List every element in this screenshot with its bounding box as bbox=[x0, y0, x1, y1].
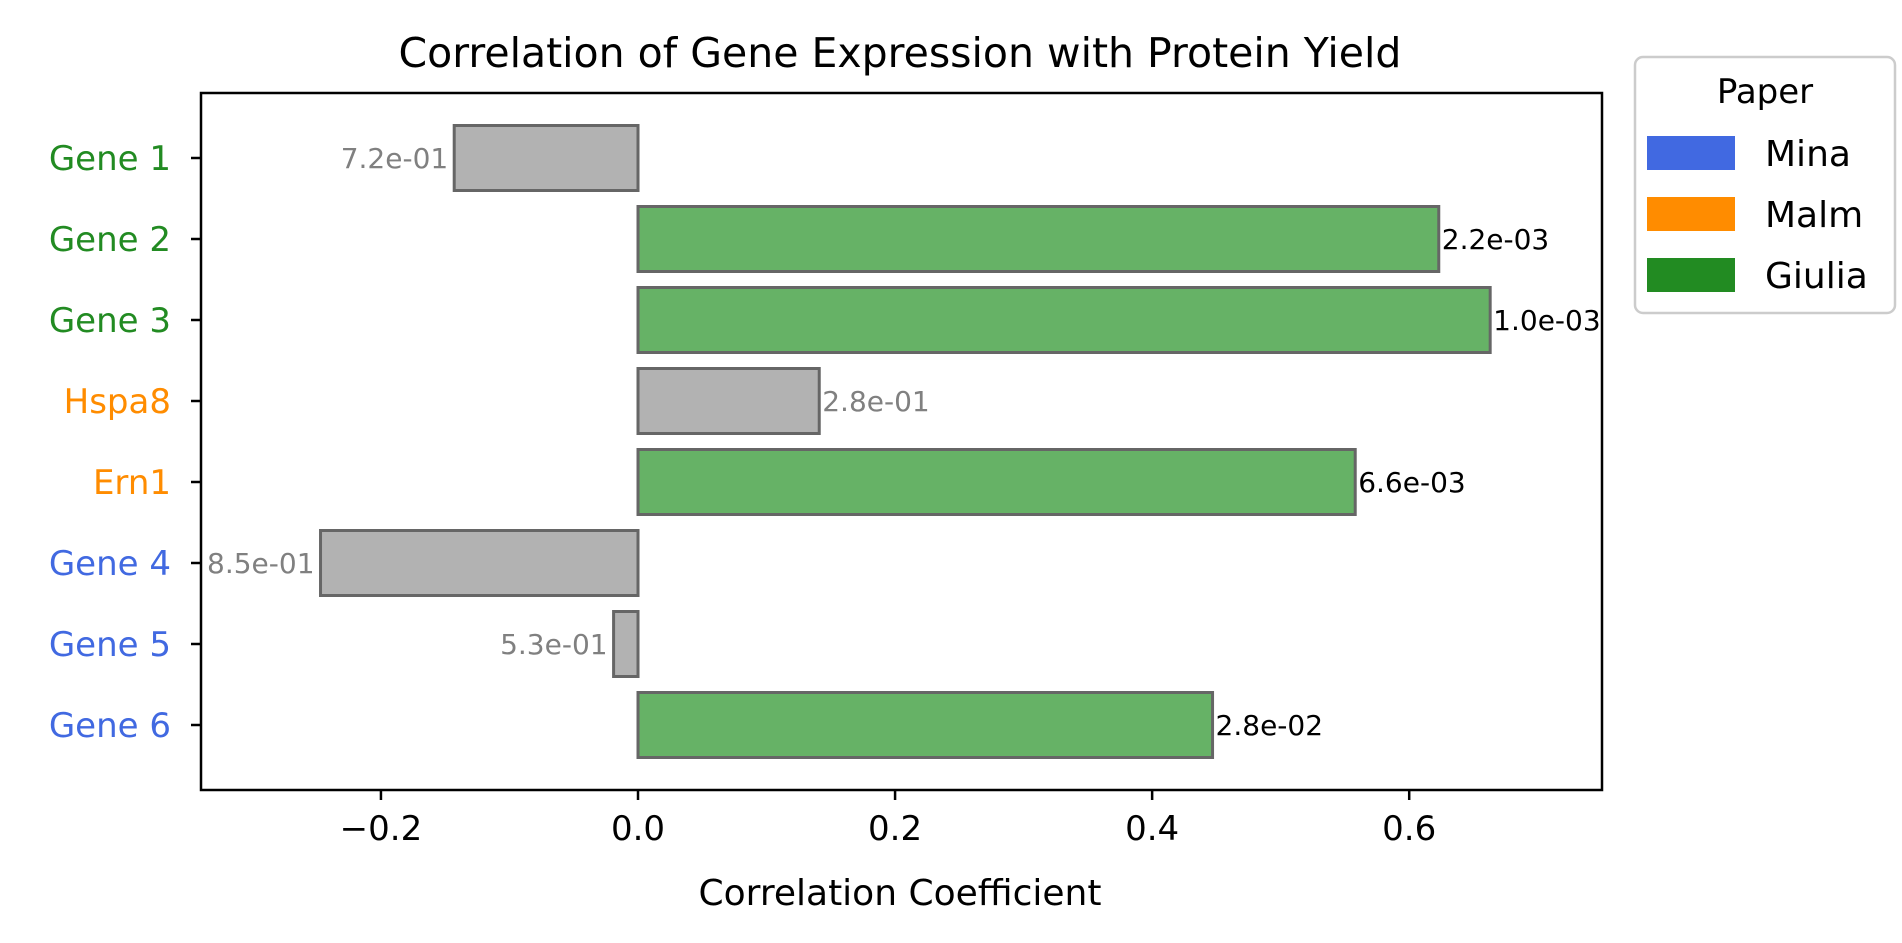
x-tick-label: 0.2 bbox=[868, 809, 922, 849]
bar-hspa8 bbox=[636, 367, 821, 435]
legend-label: Mina bbox=[1765, 134, 1851, 175]
legend-swatch bbox=[1647, 136, 1735, 170]
y-tick-label: Gene 4 bbox=[49, 544, 171, 584]
legend-swatch bbox=[1647, 258, 1735, 292]
legend: Paper Mina Malm Giulia bbox=[1633, 55, 1897, 315]
bar-gene-1 bbox=[452, 124, 640, 192]
y-tick-label: Hspa8 bbox=[64, 382, 171, 422]
bar-value-label: 5.3e-01 bbox=[500, 628, 608, 661]
x-tick-label: 0.6 bbox=[1382, 809, 1436, 849]
y-tick-label: Gene 3 bbox=[49, 301, 171, 341]
bar-gene-6 bbox=[636, 691, 1215, 759]
chart-title: Correlation of Gene Expression with Prot… bbox=[399, 29, 1402, 77]
bar-gene-4 bbox=[319, 529, 640, 597]
bar-value-label: 2.2e-03 bbox=[1442, 223, 1550, 256]
bar-gene-2 bbox=[636, 205, 1441, 273]
y-tick-label: Gene 5 bbox=[49, 625, 171, 665]
bar-value-label: 2.8e-01 bbox=[822, 385, 930, 418]
bar-gene-5 bbox=[612, 610, 640, 678]
bar-gene-3 bbox=[636, 286, 1492, 354]
y-tick-label: Gene 1 bbox=[49, 139, 171, 179]
x-tick-label: 0.0 bbox=[611, 809, 665, 849]
bar-value-label: 1.0e-03 bbox=[1493, 304, 1601, 337]
legend-label: Malm bbox=[1765, 195, 1863, 236]
x-axis-label: Correlation Coefficient bbox=[699, 873, 1102, 914]
legend-label: Giulia bbox=[1765, 256, 1868, 297]
y-tick-label: Gene 6 bbox=[49, 706, 171, 746]
y-tick-label: Ern1 bbox=[93, 463, 171, 503]
plot-frame bbox=[199, 91, 1604, 792]
bar-value-label: 6.6e-03 bbox=[1358, 466, 1466, 499]
legend-swatch bbox=[1647, 197, 1735, 231]
y-tick-label: Gene 2 bbox=[49, 220, 171, 260]
bar-value-label: 8.5e-01 bbox=[207, 547, 315, 580]
legend-title: Paper bbox=[1717, 72, 1813, 112]
plot-area: 7.2e-01 Gene 1 2.2e-03 Gene 2 1.0e-03 Gene 3 2… bbox=[49, 91, 1604, 849]
x-tick-label: 0.4 bbox=[1125, 809, 1179, 849]
bar-ern1 bbox=[636, 448, 1357, 516]
x-tick-label: −0.2 bbox=[340, 809, 423, 849]
bar-value-label: 7.2e-01 bbox=[341, 142, 449, 175]
legend-box bbox=[1633, 55, 1897, 315]
bar-value-label: 2.8e-02 bbox=[1216, 709, 1324, 742]
